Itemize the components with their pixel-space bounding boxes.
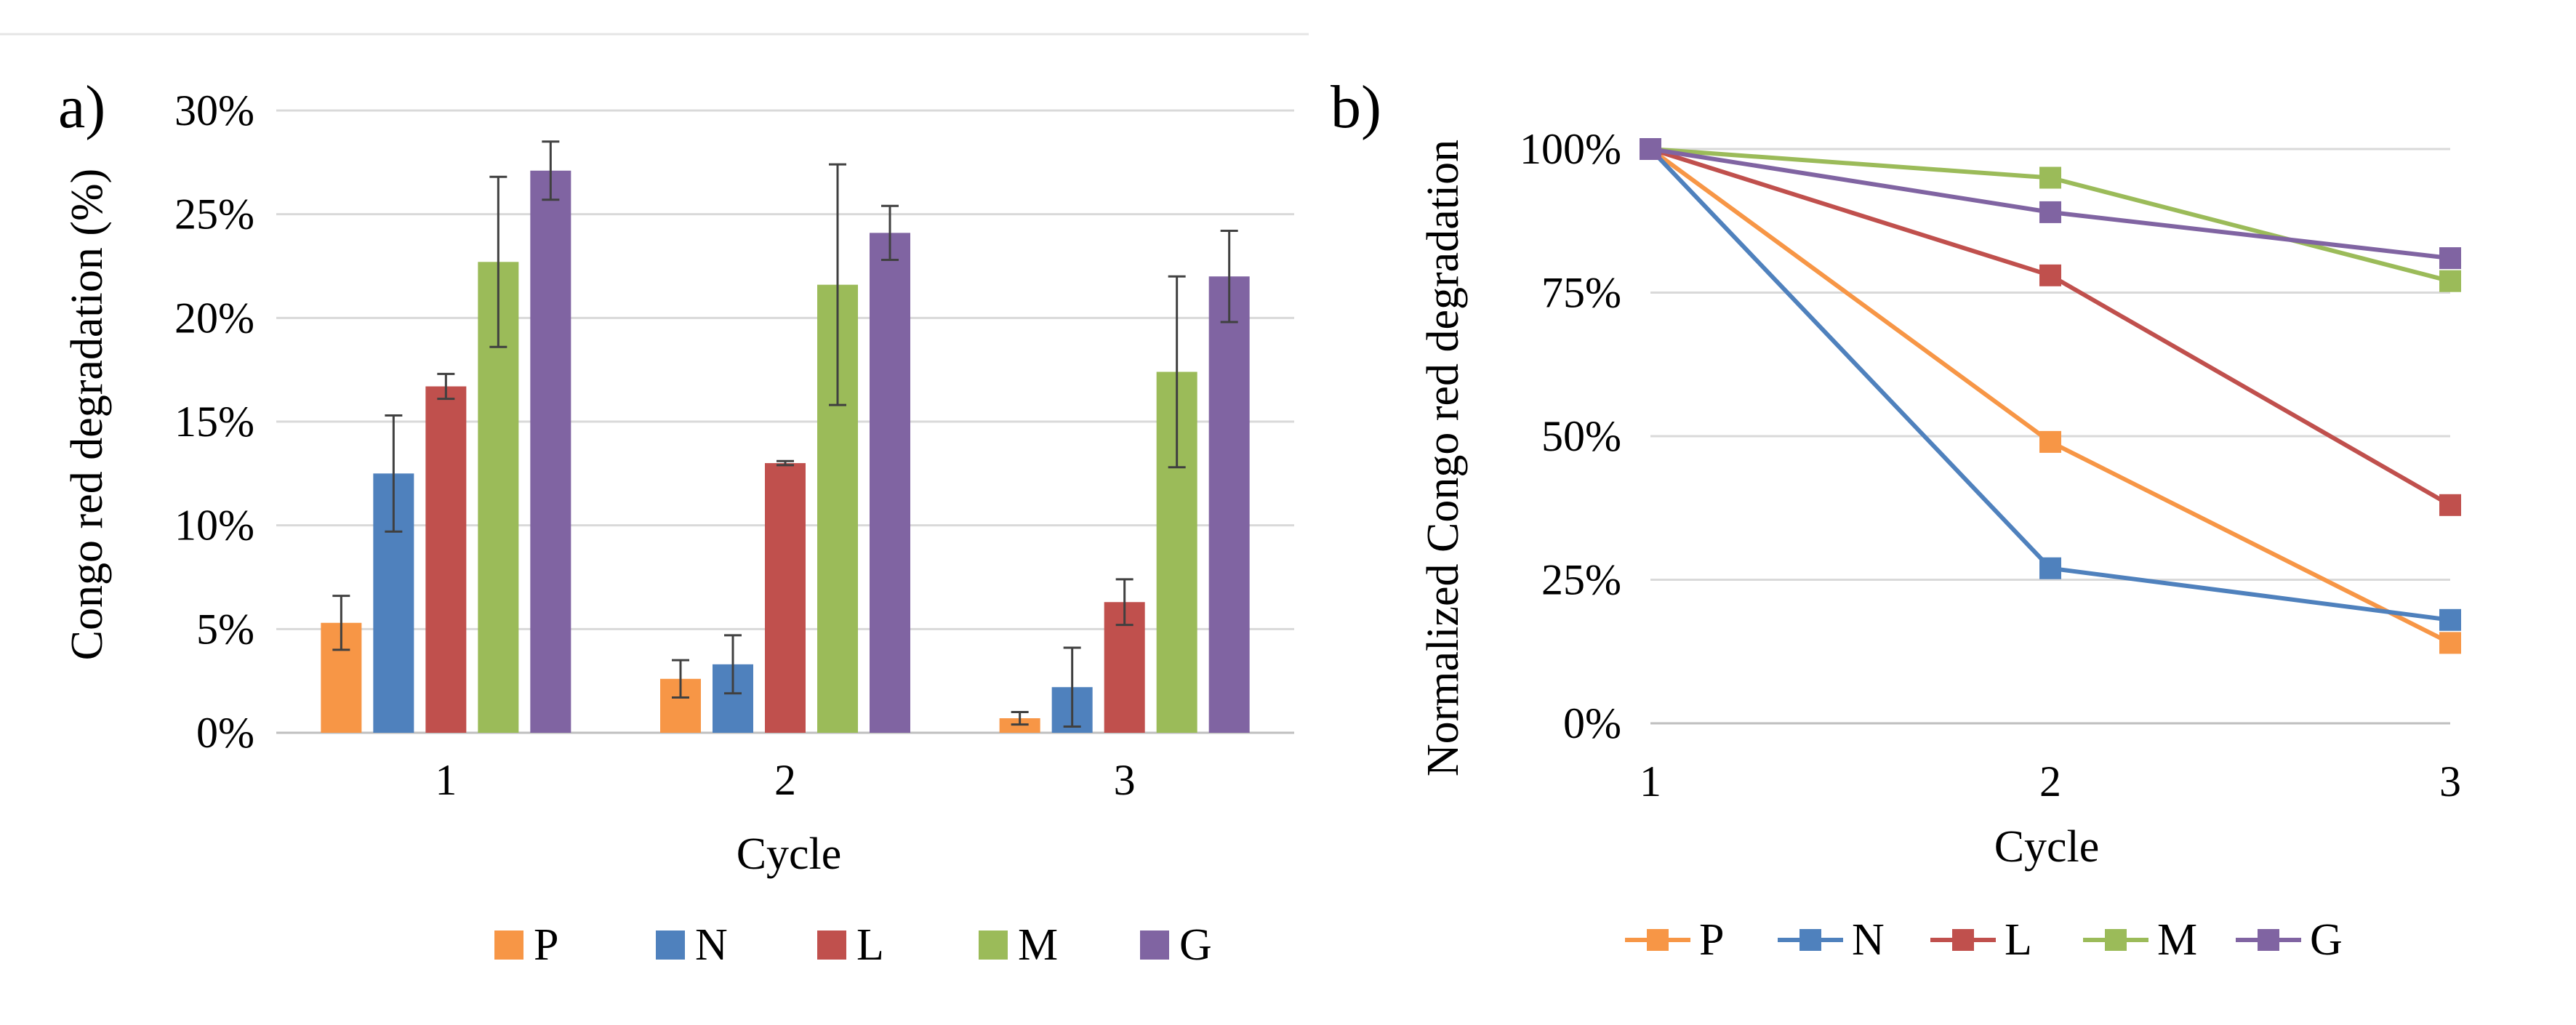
panel-a-ytick-label: 25% <box>174 190 254 238</box>
panel-b-xlabel: Cycle <box>1994 822 2100 872</box>
panel-b-ytick-label: 50% <box>1541 412 1621 460</box>
panel-a-ytick-label: 15% <box>174 398 254 446</box>
legend-swatch-N <box>656 930 685 960</box>
panel-a-ytick-label: 10% <box>174 502 254 550</box>
panel-a-ytick-label: 0% <box>196 709 254 757</box>
legend-label-M: M <box>2157 915 2197 965</box>
bar-L-cycle-1 <box>425 386 467 733</box>
legend-label-L: L <box>856 920 884 970</box>
legend-marker-N <box>1799 929 1821 951</box>
panel-b-ytick-label: 100% <box>1520 125 1621 173</box>
panel-b-ytick-label: 75% <box>1541 269 1621 317</box>
marker-G-cycle-1 <box>1640 138 1661 160</box>
legend-label-N: N <box>1852 915 1885 965</box>
panel-b-ylabel: Normalized Congo red degradation <box>1419 140 1468 776</box>
legend-marker-P <box>1647 929 1669 951</box>
bar-G-cycle-1 <box>530 170 571 733</box>
marker-P-cycle-2 <box>2039 430 2061 453</box>
legend-marker-L <box>1952 929 1974 951</box>
legend-label-P: P <box>534 920 558 970</box>
legend-swatch-M <box>979 930 1008 960</box>
panel-a-xtick-label: 3 <box>1114 756 1136 804</box>
legend-marker-M <box>2105 929 2127 951</box>
marker-N-cycle-2 <box>2039 557 2061 579</box>
marker-G-cycle-2 <box>2039 201 2061 223</box>
panel-a-ylabel: Congo red degradation (%) <box>63 169 112 661</box>
marker-L-cycle-2 <box>2039 264 2061 286</box>
bar-G-cycle-3 <box>1208 276 1250 733</box>
legend-swatch-G <box>1140 930 1169 960</box>
panel-a-plot: 0% 5% 10% 15% 20% 25% 30% 1 2 3 <box>174 87 1294 804</box>
panel-a-ytick-label: 5% <box>196 605 254 653</box>
panel-a-xtick-label: 2 <box>774 756 796 804</box>
legend-swatch-P <box>494 930 523 960</box>
marker-N-cycle-3 <box>2439 608 2461 631</box>
bar-L-cycle-2 <box>765 463 806 733</box>
panel-b-xtick-label: 3 <box>2439 757 2461 805</box>
marker-L-cycle-3 <box>2439 494 2461 516</box>
legend-swatch-L <box>817 930 846 960</box>
legend-label-P: P <box>1699 915 1724 965</box>
panel-b-ytick-label: 25% <box>1541 556 1621 604</box>
marker-G-cycle-3 <box>2439 247 2461 270</box>
panel-b-label: b) <box>1331 73 1381 141</box>
legend-label-N: N <box>695 920 728 970</box>
panel-a-xlabel: Cycle <box>737 829 842 879</box>
legend-label-L: L <box>2005 915 2032 965</box>
legend-marker-G <box>2258 929 2279 951</box>
panel-b-xtick-label: 2 <box>2039 757 2061 805</box>
panel-b-plot: 0% 25% 50% 75% 100% 1 2 3 <box>1520 125 2461 805</box>
panel-a-ytick-label: 20% <box>174 294 254 342</box>
panel-a-ytick-label: 30% <box>174 87 254 134</box>
legend-label-M: M <box>1018 920 1058 970</box>
marker-M-cycle-3 <box>2439 270 2461 292</box>
legend-label-G: G <box>1179 920 1212 970</box>
marker-P-cycle-3 <box>2439 632 2461 654</box>
panel-a-xtick-label: 1 <box>435 756 457 804</box>
panel-b-xtick-label: 1 <box>1640 757 1661 805</box>
legend-label-G: G <box>2310 915 2343 965</box>
panel-a-label: a) <box>58 73 105 141</box>
panel-b-ytick-label: 0% <box>1563 699 1621 747</box>
marker-M-cycle-2 <box>2039 166 2061 189</box>
bar-G-cycle-2 <box>870 233 910 733</box>
